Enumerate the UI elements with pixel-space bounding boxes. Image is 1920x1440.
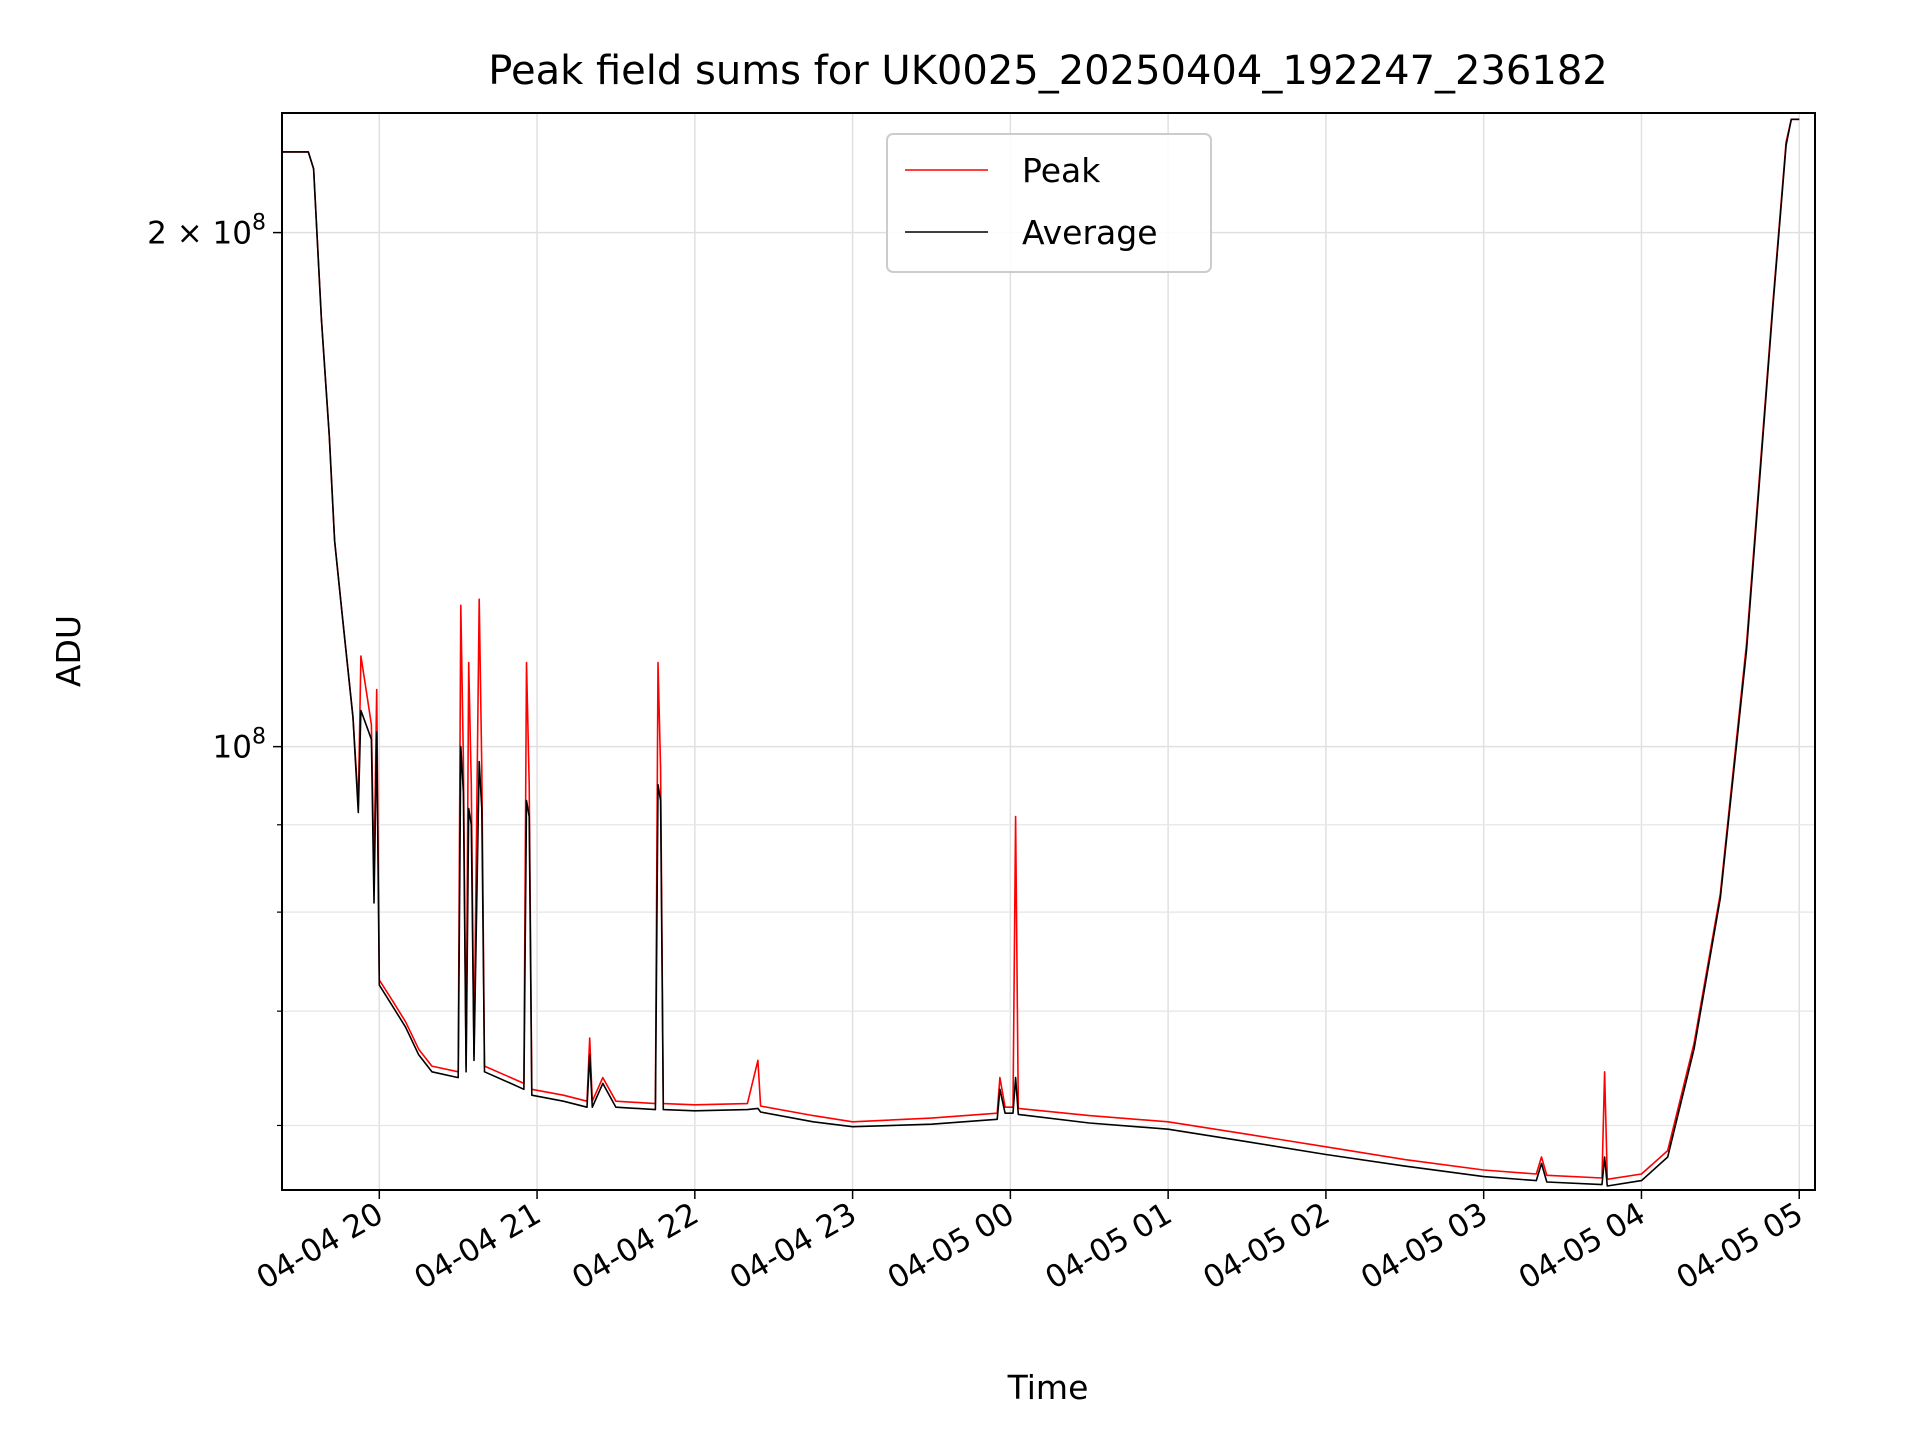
grid <box>282 113 1815 1190</box>
y-tick-exponent: 8 <box>252 211 266 236</box>
y-tick-prefix: 2 × <box>147 216 212 252</box>
y-axis-label: ADU <box>49 615 88 687</box>
x-axis-label: Time <box>1007 1368 1089 1407</box>
series-line-average <box>282 118 1800 1187</box>
legend: Peak Average <box>886 133 1212 273</box>
legend-peak-label: Peak <box>1022 151 1101 190</box>
y-tick-base: 10 <box>213 216 252 252</box>
plot-area <box>282 118 1800 1187</box>
y-tick-label: 108 <box>213 725 266 766</box>
series-layer <box>282 118 1800 1187</box>
series-line-peak <box>282 118 1800 1181</box>
legend-average-label: Average <box>1022 213 1158 252</box>
y-tick-exponent: 8 <box>252 725 266 750</box>
chart-title: Peak field sums for UK0025_20250404_1922… <box>488 48 1607 94</box>
plot-frame <box>281 112 1816 1191</box>
y-tick-label: 2 × 108 <box>147 211 266 252</box>
y-tick-base: 10 <box>213 730 252 766</box>
legend-box <box>886 133 1212 273</box>
